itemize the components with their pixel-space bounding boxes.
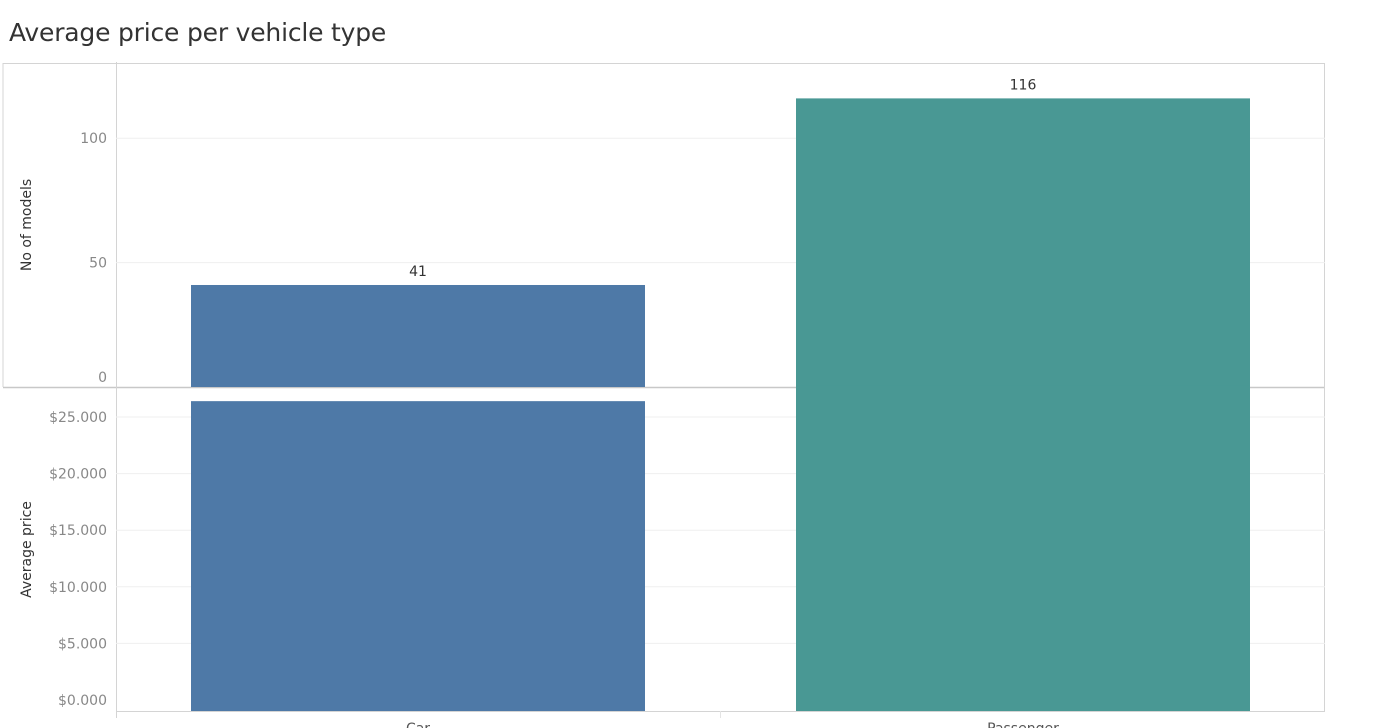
labels: 0 50 100 No of models 41 116 $0.000 $5.000 $10.0…: [19, 77, 1059, 728]
y-tick-label: $0.000: [58, 693, 107, 709]
bar-data-label: 116: [1010, 77, 1037, 93]
y-tick-label: $10.000: [49, 580, 107, 596]
y-tick-label: 50: [89, 256, 107, 272]
x-category-label: Passenger: [987, 721, 1059, 728]
bars: [191, 98, 1250, 711]
bar-passenger: [796, 98, 1250, 387]
y-tick-label: $25.000: [49, 410, 107, 426]
x-category-label: Car: [406, 721, 430, 728]
bar-passenger: [796, 385, 1250, 711]
y-tick-label: 0: [98, 370, 107, 386]
bar-data-label: 41: [409, 264, 427, 280]
chart-title: Average price per vehicle type: [9, 18, 387, 47]
y-tick-label: $20.000: [49, 467, 107, 483]
y-tick-label: 100: [80, 131, 107, 147]
bar-car: [191, 284, 645, 387]
y-axis-title: No of models: [19, 179, 35, 271]
y-axis-title: Average price: [19, 501, 35, 598]
y-tick-label: $5.000: [58, 636, 107, 652]
y-tick-label: $15.000: [49, 523, 107, 539]
bar-car: [191, 401, 645, 711]
